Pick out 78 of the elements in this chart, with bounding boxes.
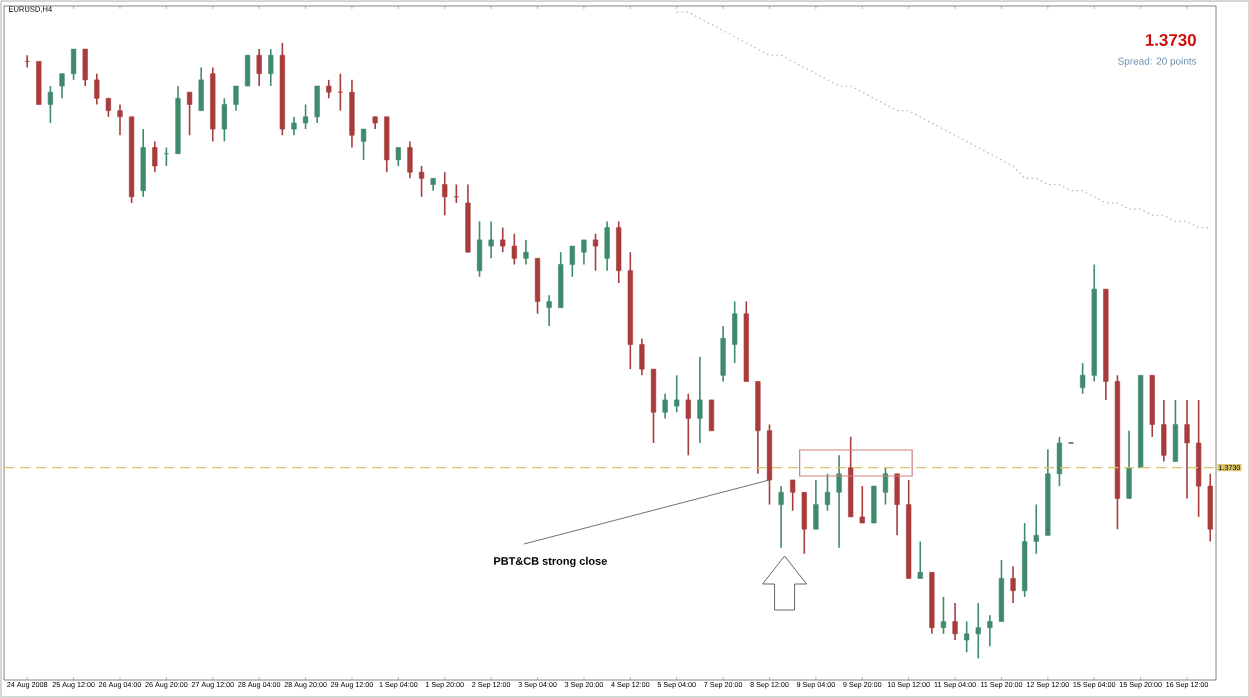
candlestick (94, 72, 100, 106)
candlestick (500, 226, 506, 253)
candlestick (198, 66, 204, 112)
candlestick (476, 220, 483, 278)
candlestick (268, 48, 274, 87)
candlestick (859, 485, 865, 524)
candlestick (407, 140, 413, 180)
candlestick (871, 485, 877, 524)
candlestick (952, 602, 958, 641)
candlestick (1184, 399, 1190, 500)
candlestick (233, 85, 239, 112)
candlestick (592, 232, 599, 272)
candlestick (314, 85, 320, 124)
candlestick (662, 392, 668, 420)
candlestick (836, 454, 842, 549)
candlestick (964, 620, 970, 654)
candlestick (697, 356, 703, 444)
candlestick (418, 165, 425, 198)
candlestick (813, 479, 819, 530)
candlestick (360, 128, 367, 161)
candlestick (534, 257, 541, 315)
candlestick (326, 79, 332, 100)
candlestick (604, 220, 610, 272)
candlestick (70, 48, 77, 81)
candlestick (523, 239, 529, 266)
candlestick (778, 485, 784, 549)
candlestick (1207, 473, 1213, 543)
candlestick (616, 220, 622, 284)
candlestick (36, 60, 42, 106)
candlestick (685, 392, 691, 457)
candlestick (708, 399, 715, 432)
candlestick (824, 473, 831, 512)
candlestick (790, 479, 796, 512)
candlestick (639, 337, 645, 377)
candlestick (558, 251, 564, 309)
candlestick (1126, 429, 1132, 500)
candlestick (882, 466, 889, 506)
candlestick (801, 491, 807, 555)
candlestick (488, 220, 494, 260)
candlestick (82, 48, 88, 87)
candlestick (47, 85, 54, 124)
candlestick (244, 54, 251, 87)
candlestick (384, 115, 390, 173)
candlestick (650, 368, 657, 444)
candlestick (221, 97, 227, 143)
candlestick (186, 91, 193, 137)
candlestick (1080, 362, 1086, 395)
candlestick (1010, 565, 1016, 604)
candlestick (1172, 399, 1179, 463)
candlestick (1196, 399, 1202, 518)
candlestick (117, 103, 123, 137)
candlestick (349, 79, 355, 149)
candlestick (569, 245, 575, 278)
candlestick (442, 171, 448, 217)
candlestick (720, 325, 726, 383)
candlestick (302, 103, 309, 130)
candlestick (291, 115, 297, 137)
candlestick (975, 602, 981, 660)
candlestick (998, 559, 1005, 623)
annotation: 1.3730 (1145, 34, 1196, 46)
candlestick (140, 128, 146, 198)
candlestick (581, 239, 587, 266)
candlestick (1033, 503, 1039, 555)
candlestick (1161, 399, 1167, 463)
candlestick (732, 300, 738, 364)
candlestick (59, 72, 65, 100)
candlestick (105, 97, 112, 118)
candlestick (1056, 436, 1063, 487)
candlestick (940, 596, 947, 635)
candlestick (917, 540, 923, 580)
candlestick (511, 232, 517, 266)
candlestick (256, 48, 262, 87)
candlestick (395, 146, 401, 167)
candlestick (987, 614, 993, 647)
candlestick (674, 374, 680, 414)
candlestick (894, 473, 900, 537)
candlestick (152, 140, 158, 173)
candlestick (546, 294, 552, 327)
